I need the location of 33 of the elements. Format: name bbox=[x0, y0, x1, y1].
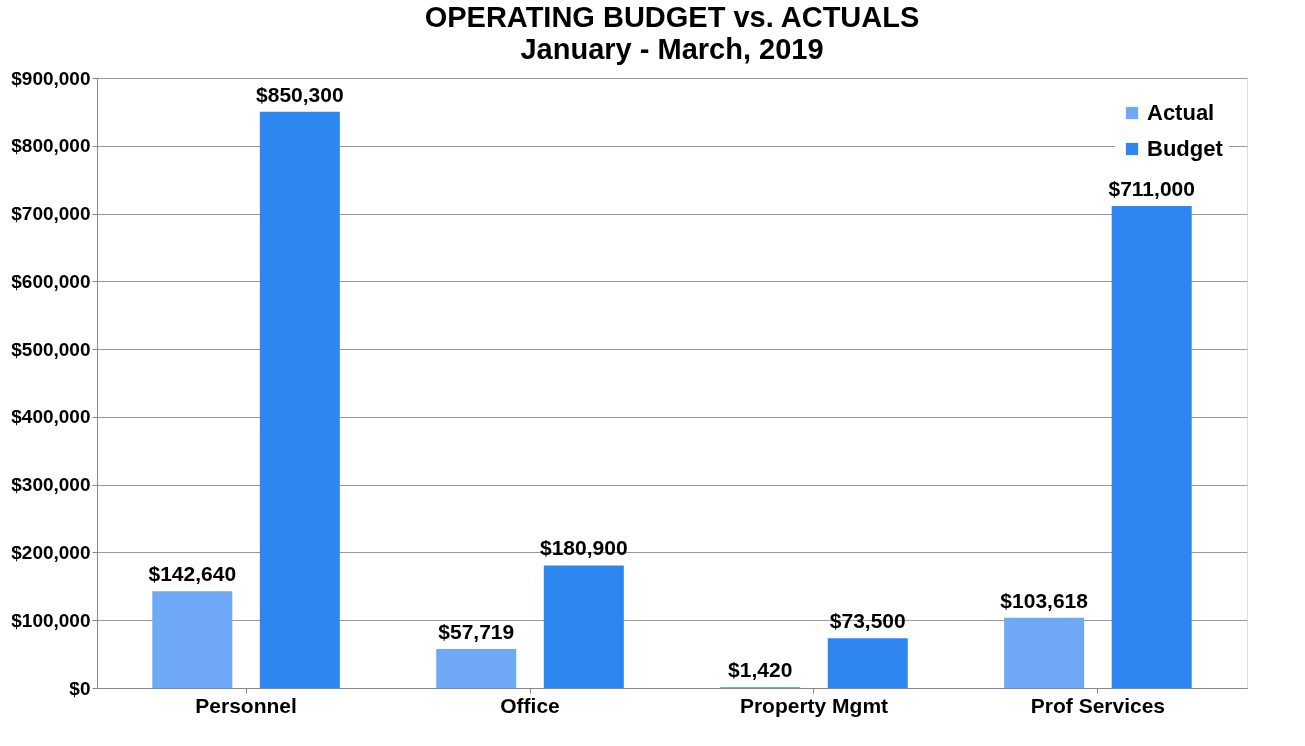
data-label: $1,420 bbox=[728, 658, 793, 682]
bar bbox=[543, 565, 624, 688]
data-label: $850,300 bbox=[256, 82, 344, 106]
bar bbox=[152, 591, 233, 688]
y-tick-label: $100,000 bbox=[11, 609, 91, 631]
y-tick-label: $400,000 bbox=[11, 406, 91, 428]
bar bbox=[1004, 617, 1085, 688]
data-label: $57,719 bbox=[438, 619, 515, 643]
x-tick-label: Property Mgmt bbox=[739, 693, 889, 717]
data-label: $103,618 bbox=[1000, 588, 1089, 612]
data-label: $180,900 bbox=[540, 536, 628, 560]
y-tick-label: $600,000 bbox=[11, 270, 91, 292]
y-tick-label: $900,000 bbox=[11, 67, 91, 89]
y-tick-label: $500,000 bbox=[11, 338, 91, 360]
chart-title: OPERATING BUDGET vs. ACTUALS bbox=[424, 1, 920, 33]
data-label: $711,000 bbox=[1108, 177, 1195, 201]
legend-label: Actual bbox=[1147, 100, 1215, 125]
y-tick-label: $200,000 bbox=[11, 541, 91, 563]
bar bbox=[259, 111, 340, 688]
y-tick-label: $300,000 bbox=[11, 474, 91, 496]
chart-subtitle: January - March, 2019 bbox=[520, 33, 824, 65]
y-tick-label: $700,000 bbox=[11, 203, 91, 225]
x-tick-label: Prof Services bbox=[1030, 693, 1166, 717]
x-tick-label: Office bbox=[500, 693, 560, 717]
data-label: $142,640 bbox=[148, 562, 237, 586]
bar bbox=[827, 638, 908, 688]
y-tick-label: $0 bbox=[69, 677, 91, 699]
data-label: $73,500 bbox=[829, 609, 906, 633]
legend-label: Budget bbox=[1147, 136, 1224, 161]
x-tick-label: Personnel bbox=[195, 693, 297, 717]
bar bbox=[436, 648, 517, 688]
y-tick-label: $800,000 bbox=[11, 135, 91, 157]
bar bbox=[1111, 206, 1192, 688]
